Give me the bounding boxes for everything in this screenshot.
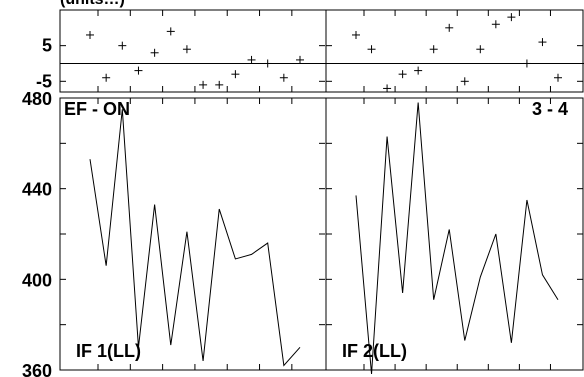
scatter-point	[199, 80, 208, 89]
scatter-point	[215, 80, 224, 89]
series-line	[355, 102, 559, 375]
chart-marks	[60, 13, 584, 375]
scatter-point	[507, 13, 516, 22]
scatter-point	[118, 41, 127, 50]
panel-label-3-4: 3 - 4	[532, 99, 568, 119]
frame-top-left	[59, 9, 327, 93]
scatter-point	[134, 66, 143, 75]
y-tick-label: 400	[22, 270, 52, 290]
chart-header-fragment: (units…)	[60, 0, 125, 8]
scatter-point	[445, 23, 454, 32]
y-tick-label: 480	[22, 89, 52, 109]
scatter-point	[247, 55, 256, 64]
scatter-point	[367, 45, 376, 54]
y-tick-label: 360	[22, 361, 52, 377]
frame-top-right	[325, 9, 584, 93]
axis-ticks	[60, 10, 583, 371]
panel-frames	[59, 9, 584, 371]
series-line	[89, 109, 301, 367]
scatter-point	[150, 48, 159, 57]
scatter-point	[538, 38, 547, 47]
y-tick-label: -5	[36, 71, 52, 91]
scatter-point	[231, 70, 240, 79]
y-tick-label: 440	[22, 180, 52, 200]
scatter-point	[352, 30, 360, 39]
scatter-point	[166, 27, 175, 36]
panel-label-if1: IF 1(LL)	[76, 341, 141, 361]
panel-label-ef-on: EF - ON	[64, 99, 130, 119]
frame-bottom-left	[59, 97, 327, 371]
scatter-point	[429, 45, 438, 54]
scatter-point	[263, 59, 272, 68]
scatter-point	[86, 30, 94, 39]
scatter-point	[476, 45, 485, 54]
scatter-point	[383, 84, 392, 93]
scatter-point	[414, 66, 423, 75]
scatter-point	[182, 45, 191, 54]
scatter-point	[398, 70, 407, 79]
scatter-point	[460, 77, 469, 86]
scatter-point	[296, 55, 304, 64]
scatter-point	[102, 73, 111, 82]
panel-label-if2: IF 2(LL)	[342, 341, 407, 361]
scatter-point	[491, 20, 500, 29]
y-tick-label: 5	[42, 36, 52, 56]
scatter-point	[522, 59, 531, 68]
scatter-point	[554, 73, 562, 82]
frame-bottom-right	[325, 97, 584, 371]
scatter-point	[279, 73, 288, 82]
